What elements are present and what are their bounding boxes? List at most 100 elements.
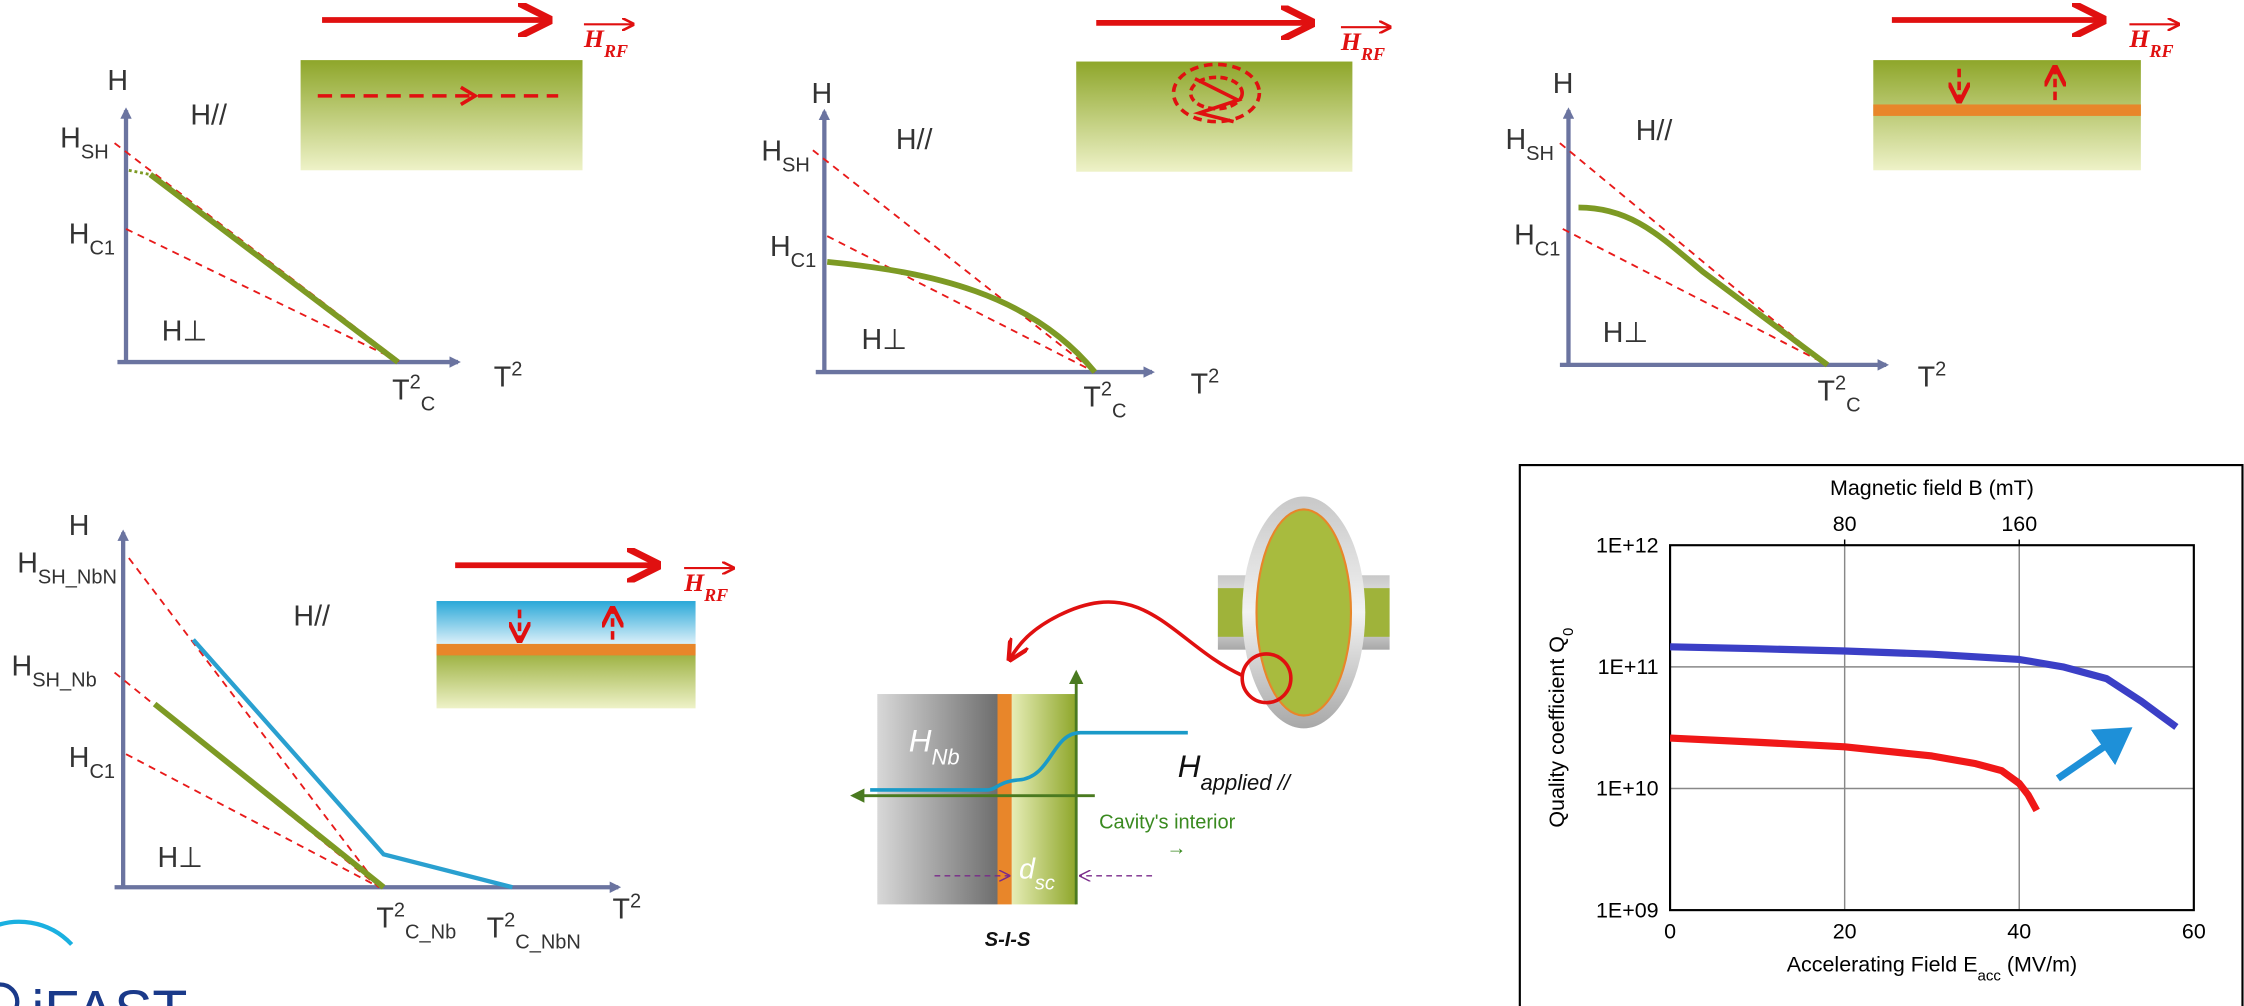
- axis-label: HC1: [69, 742, 115, 783]
- axis-label: HSH_Nb: [12, 650, 97, 691]
- label-sub: SH: [81, 141, 109, 163]
- label-text: H: [1506, 124, 1527, 156]
- label-sub: C: [421, 393, 435, 415]
- label-text: H: [69, 742, 90, 774]
- axis-label: H: [811, 78, 832, 110]
- label-text: H: [1178, 749, 1201, 784]
- label-sup: 2: [511, 358, 522, 380]
- label: Cavity's interior: [1099, 812, 1236, 834]
- axis-label: H⊥: [862, 324, 908, 356]
- label-sub: C1: [791, 250, 817, 272]
- label-sub: Nb: [932, 744, 960, 769]
- nb-layer: [301, 60, 583, 170]
- label-sub: SH: [782, 154, 810, 176]
- label-sub: C1: [1535, 239, 1561, 261]
- label-sub: SH_Nb: [32, 669, 97, 691]
- caption: S-I-S: [985, 929, 1031, 951]
- x-tick-label: 20: [1833, 920, 1857, 944]
- axis-label: HC1: [69, 218, 115, 259]
- label-sub: 0: [1560, 628, 1577, 636]
- label-text: H: [17, 547, 38, 579]
- sis-diagram: [853, 497, 1390, 905]
- label-text: T: [392, 374, 409, 406]
- label-text: H: [107, 65, 128, 97]
- label-text: H: [683, 568, 705, 597]
- label-text: H⊥: [162, 316, 208, 348]
- axis-label: HC1: [1514, 220, 1560, 261]
- label-text: Accelerating Field E: [1787, 953, 1978, 977]
- limit-line: [129, 558, 379, 887]
- field-label: HRF: [2128, 24, 2173, 61]
- insulator: [1873, 104, 2141, 115]
- insulator: [437, 644, 696, 655]
- label-text: H: [583, 24, 605, 53]
- label-sub: RF: [603, 41, 628, 61]
- limit-line: [813, 150, 1095, 372]
- slide: iFAST HHSHHC1H//H⊥T2CT2HRFHHSHHC1H//H⊥T2…: [0, 0, 2244, 1006]
- insulator: [998, 694, 1012, 904]
- axis-label: HSH: [761, 135, 809, 176]
- label-text: H: [909, 723, 932, 758]
- label-sub: RF: [703, 585, 728, 605]
- field-curve: [129, 170, 150, 174]
- y-tick-label: 1E+11: [1598, 655, 1659, 679]
- label-sub: sc: [1035, 873, 1055, 895]
- label-text: T: [1817, 376, 1834, 408]
- axis-label: T2C_Nb: [376, 899, 456, 943]
- label-sub: C1: [89, 237, 115, 259]
- axis-label: HSH: [60, 122, 108, 163]
- label-text: T: [494, 361, 511, 393]
- axis-label: T2: [1918, 358, 1947, 393]
- label-sub: SH_NbN: [38, 566, 117, 588]
- label-text: T: [1083, 381, 1100, 413]
- y-tick-label: 1E+09: [1596, 898, 1659, 922]
- x-tick-label: 60: [2182, 920, 2206, 944]
- label-sup: 2: [1835, 373, 1846, 395]
- label-text: H: [69, 218, 90, 250]
- label-text: d: [1019, 854, 1036, 886]
- label-text: H⊥: [157, 842, 203, 874]
- label-sup: 2: [630, 891, 641, 913]
- axis-label: H: [107, 65, 128, 97]
- axis-label: T2C: [392, 371, 435, 415]
- cavity: [1257, 509, 1351, 715]
- label-text: H//: [1636, 115, 1673, 147]
- page: iFAST HHSHHC1H//H⊥T2CT2HRFHHSHHC1H//H⊥T2…: [0, 0, 2244, 1006]
- label-sub: acc: [1978, 967, 2002, 984]
- axis-label: H⊥: [162, 316, 208, 348]
- label-sup: 2: [1101, 378, 1112, 400]
- label-sub: RF: [2148, 41, 2173, 61]
- label-text: H⊥: [1603, 317, 1649, 349]
- axis-label: H: [1553, 68, 1574, 100]
- label-sub: C: [1846, 395, 1860, 417]
- label-text: H⊥: [862, 324, 908, 356]
- axis-label: HSH_NbN: [17, 547, 117, 588]
- label-text: H: [12, 650, 33, 682]
- label-sup: 2: [394, 899, 405, 921]
- logo: iFAST: [32, 979, 188, 1006]
- x2-tick-label: 160: [2001, 512, 2037, 536]
- label-text: H//: [190, 99, 227, 131]
- label-sup: 2: [1208, 366, 1219, 388]
- label-sub: C: [1112, 400, 1126, 422]
- label-text: H: [761, 135, 782, 167]
- label-text: Quality coefficient Q: [1545, 636, 1569, 828]
- axis-label: HSH: [1506, 124, 1554, 165]
- axis-label: HC1: [770, 231, 816, 272]
- label-text: H//: [293, 600, 330, 632]
- label-text: H: [770, 231, 791, 263]
- label-text: H: [60, 122, 81, 154]
- label-text: T: [487, 912, 504, 944]
- logo-ring: [0, 985, 17, 1006]
- label-text: T: [1918, 361, 1935, 393]
- label-sup: 2: [410, 371, 421, 393]
- label-text: H//: [896, 124, 933, 156]
- label-text: T: [376, 902, 393, 934]
- label: Happlied //: [1178, 749, 1293, 794]
- axis-label: T2: [494, 358, 523, 393]
- label-text: (MV/m): [2001, 953, 2077, 977]
- x-tick-label: 40: [2007, 920, 2031, 944]
- label-text: H: [1340, 27, 1362, 56]
- nb-layer: [877, 694, 997, 904]
- logo-ring: [0, 922, 72, 945]
